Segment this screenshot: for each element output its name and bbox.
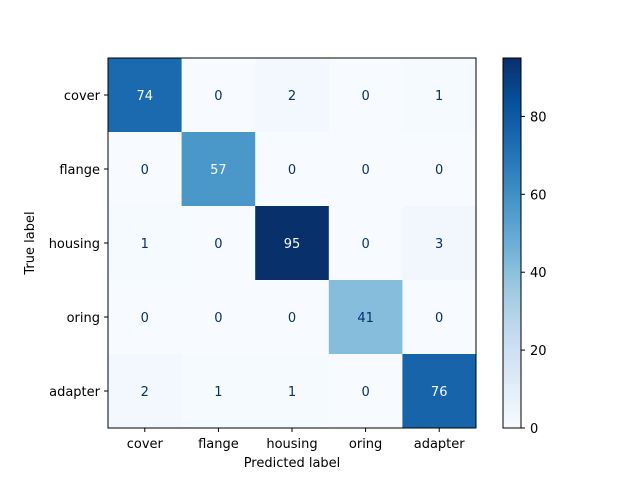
- x-axis-ticks: cover flange housing oring adapter: [127, 428, 466, 452]
- cell-value-label: 1: [141, 237, 149, 252]
- x-tick-label: housing: [266, 437, 317, 452]
- y-tick-label: flange: [59, 163, 100, 178]
- cell-value-label: 1: [214, 385, 222, 400]
- cell-value-label: 0: [361, 237, 369, 252]
- colorbar: [502, 57, 522, 429]
- x-tick-label: flange: [198, 437, 239, 452]
- cell-value-label: 41: [357, 311, 374, 326]
- colorbar-tick-label: 60: [530, 188, 547, 203]
- colorbar-ticks: 0 20 40 60 80: [521, 110, 547, 437]
- cell-value-label: 2: [141, 385, 149, 400]
- y-axis-ticks: cover flange housing oring adapter: [49, 89, 108, 400]
- heatmap-cell: [328, 354, 403, 429]
- heatmap-cell: [328, 58, 403, 133]
- heatmap-cell: [181, 132, 256, 207]
- cell-value-label: 0: [214, 237, 222, 252]
- heatmap-cell: [181, 354, 256, 429]
- heatmap-cell: [108, 206, 183, 281]
- x-tick-label: oring: [349, 437, 382, 452]
- heatmap-cell: [108, 58, 183, 133]
- y-tick-label: oring: [67, 311, 100, 326]
- cell-value-label: 0: [361, 89, 369, 104]
- cell-value-label: 0: [288, 311, 296, 326]
- cell-value-label: 0: [214, 311, 222, 326]
- cell-value-label: 0: [435, 311, 443, 326]
- cell-value-label: 0: [435, 163, 443, 178]
- cell-value-label: 95: [284, 237, 301, 252]
- x-axis-title: Predicted label: [244, 456, 341, 471]
- cell-value-label: 0: [141, 311, 149, 326]
- y-axis-title: True label: [23, 211, 38, 275]
- heatmap-cell: [108, 280, 183, 355]
- cell-value-label: 0: [214, 89, 222, 104]
- heatmap-cell: [108, 132, 183, 207]
- cell-value-label: 76: [431, 385, 448, 400]
- heatmap-cell: [402, 206, 477, 281]
- heatmap-cell: [402, 58, 477, 133]
- y-tick-label: cover: [64, 89, 101, 104]
- colorbar-tick-label: 80: [530, 110, 547, 125]
- heatmap-cells: [108, 58, 477, 429]
- y-tick-label: housing: [49, 237, 100, 252]
- heatmap-cell: [255, 280, 330, 355]
- colorbar-tick-label: 0: [530, 422, 538, 437]
- cell-value-label: 74: [137, 89, 154, 104]
- colorbar-tick-label: 20: [530, 344, 547, 359]
- colorbar-tick-label: 40: [530, 266, 547, 281]
- cell-value-labels: 74 0 2 0 1 0 57 0 0 0 1 0 95 0 3 0 0 0 41 0 2 1 1 0 76: [137, 89, 448, 400]
- heatmap-cell: [328, 206, 403, 281]
- x-tick-label: cover: [127, 437, 164, 452]
- heatmap-cell: [328, 132, 403, 207]
- heatmap-cell: [181, 280, 256, 355]
- cell-value-label: 1: [288, 385, 296, 400]
- heatmap-cell: [108, 354, 183, 429]
- y-tick-label: adapter: [49, 385, 101, 400]
- cell-value-label: 1: [435, 89, 443, 104]
- cell-value-label: 57: [210, 163, 227, 178]
- cell-value-label: 0: [141, 163, 149, 178]
- cell-value-label: 0: [361, 163, 369, 178]
- cell-value-label: 3: [435, 237, 443, 252]
- cell-value-label: 2: [288, 89, 296, 104]
- heatmap-cell: [255, 206, 330, 281]
- heatmap-cell: [402, 132, 477, 207]
- cell-value-label: 0: [288, 163, 296, 178]
- cell-value-label: 0: [361, 385, 369, 400]
- heatmap-cell: [255, 354, 330, 429]
- heatmap-cell: [255, 58, 330, 133]
- heatmap-cell: [255, 132, 330, 207]
- heatmap-cell: [402, 280, 477, 355]
- heatmap-cell: [181, 206, 256, 281]
- heatmap-cell: [181, 58, 256, 133]
- x-tick-label: adapter: [414, 437, 466, 452]
- heatmap-cell: [402, 354, 477, 429]
- heatmap-cell: [328, 280, 403, 355]
